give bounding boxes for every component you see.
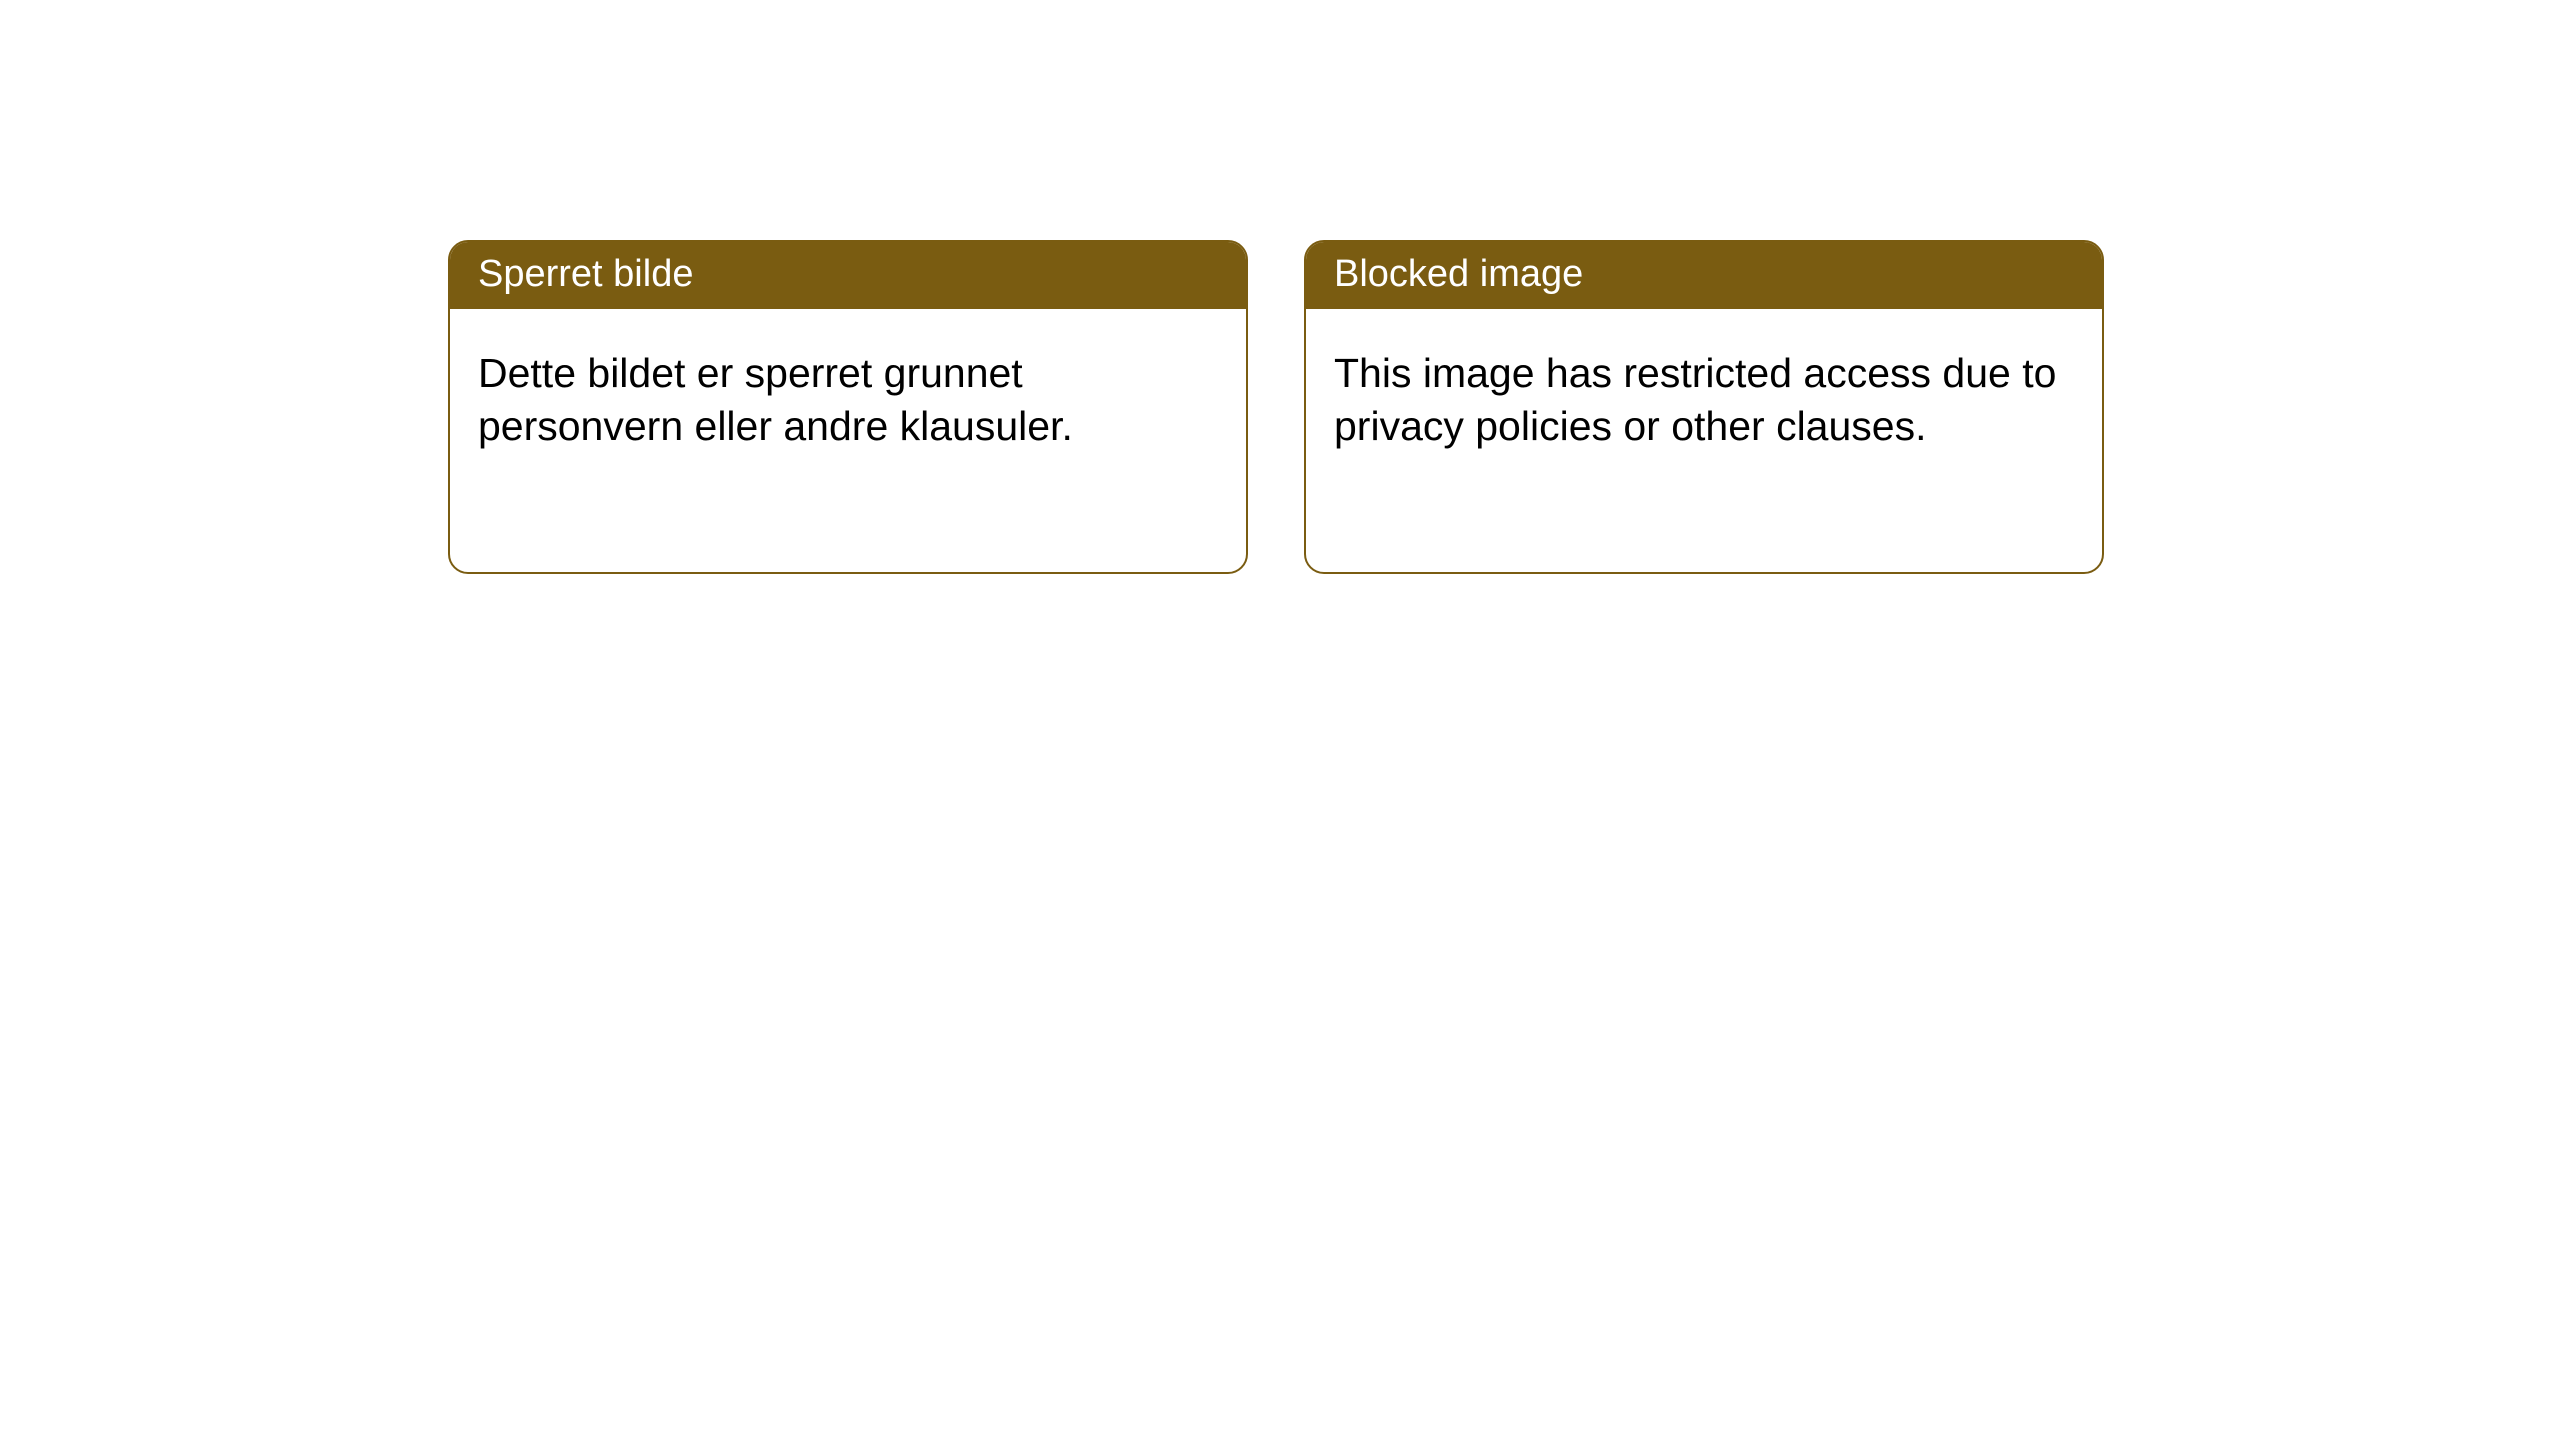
notice-box-english: Blocked image This image has restricted … xyxy=(1304,240,2104,574)
notice-title: Sperret bilde xyxy=(450,242,1246,309)
notice-body: Dette bildet er sperret grunnet personve… xyxy=(450,309,1246,480)
notice-title: Blocked image xyxy=(1306,242,2102,309)
notice-body: This image has restricted access due to … xyxy=(1306,309,2102,480)
notices-container: Sperret bilde Dette bildet er sperret gr… xyxy=(0,0,2560,574)
notice-box-norwegian: Sperret bilde Dette bildet er sperret gr… xyxy=(448,240,1248,574)
